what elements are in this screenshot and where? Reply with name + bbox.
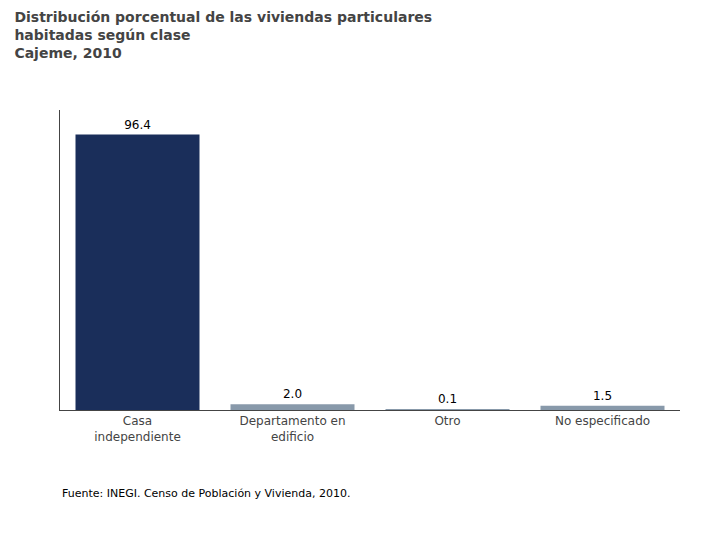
svg-text:0.1: 0.1 <box>438 392 457 406</box>
svg-text:1.5: 1.5 <box>593 389 612 403</box>
svg-text:Departamento enedificio: Departamento enedificio <box>239 414 345 444</box>
svg-text:Distribución porcentual de las: Distribución porcentual de las viviendas… <box>14 9 432 61</box>
svg-text:2.0: 2.0 <box>283 387 302 401</box>
svg-text:No especificado: No especificado <box>555 414 650 428</box>
svg-text:Casaindependiente: Casaindependiente <box>94 414 181 444</box>
svg-text:96.4: 96.4 <box>124 118 151 132</box>
svg-text:Otro: Otro <box>434 414 460 428</box>
svg-text:Fuente: INEGI. Censo de Poblac: Fuente: INEGI. Censo de Población y Vivi… <box>62 487 350 500</box>
